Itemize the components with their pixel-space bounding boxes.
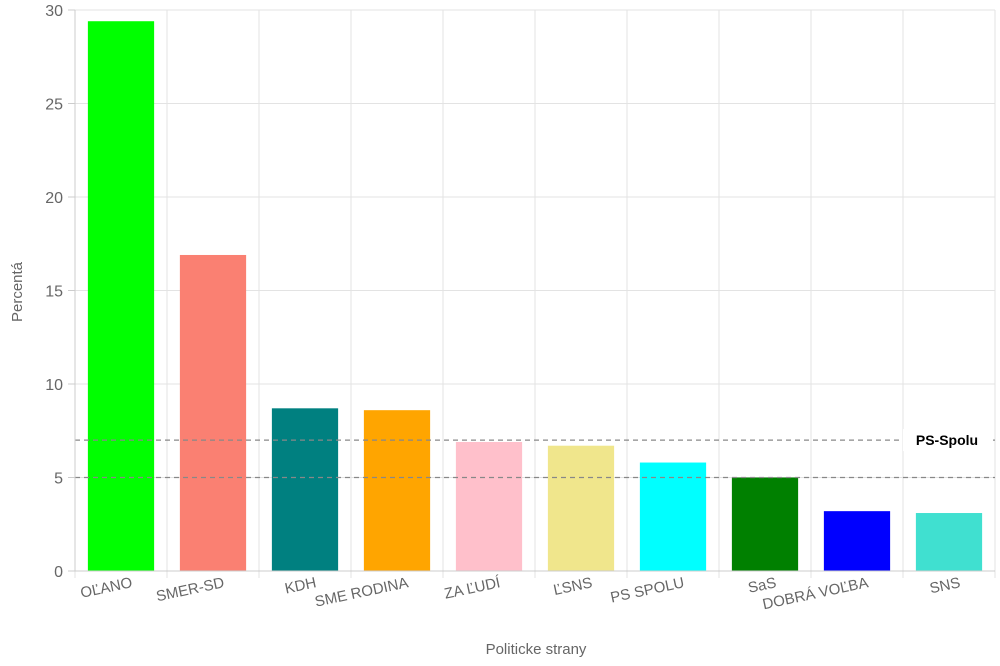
x-tick-label: OĽANO — [79, 574, 134, 602]
bar-3 — [363, 410, 431, 571]
x-tick-label: DOBRÁ VOĽBA — [761, 574, 870, 613]
reference-lines: PS-Spolu — [75, 429, 995, 479]
y-tick-label: 25 — [45, 97, 63, 114]
reference-line-label: PS-Spolu — [916, 432, 978, 448]
bar-2 — [271, 408, 339, 571]
y-tick-label: 30 — [45, 3, 63, 20]
x-tick-label: ZA ĽUDÍ — [443, 574, 503, 603]
grid — [74, 9, 996, 578]
bar-9 — [915, 513, 983, 571]
x-tick-label: PS SPOLU — [609, 574, 686, 606]
bar-6 — [639, 462, 707, 571]
x-tick-label: ĽSNS — [552, 574, 594, 599]
y-tick-label: 20 — [45, 190, 63, 207]
y-axis-title: Percentá — [9, 261, 26, 322]
x-tick-label: KDH — [283, 574, 318, 597]
bars — [87, 21, 983, 572]
bar-8 — [823, 511, 891, 571]
y-tick-label: 5 — [54, 471, 63, 488]
bar-0 — [87, 21, 155, 572]
y-tick-label: 10 — [45, 377, 63, 394]
bar-7 — [731, 477, 799, 571]
x-axis-title: Politicke strany — [486, 641, 587, 658]
x-tick-label: SME RODINA — [313, 574, 409, 610]
reference-label-background — [903, 429, 991, 452]
x-tick-label: SaS — [747, 574, 778, 597]
y-tick-label: 15 — [45, 284, 63, 301]
y-tick-label: 0 — [54, 564, 63, 581]
bar-1 — [179, 254, 247, 571]
bar-5 — [547, 445, 615, 571]
bar-4 — [455, 441, 523, 571]
x-tick-label: SNS — [928, 574, 962, 597]
x-tick-label: SMER-SD — [155, 574, 226, 605]
